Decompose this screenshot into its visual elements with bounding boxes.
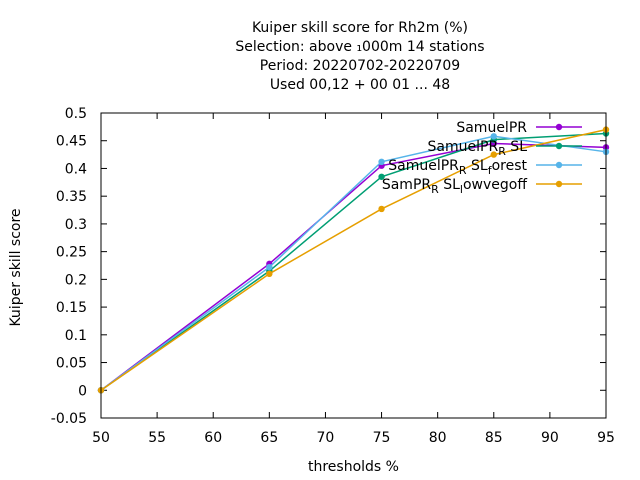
series-line bbox=[100, 135, 607, 391]
x-axis-ticks: 50 55 60 65 70 75 80 85 90 95 bbox=[92, 113, 615, 446]
y-tick-label: -0.05 bbox=[51, 411, 87, 427]
x-tick-label: 60 bbox=[204, 430, 222, 446]
legend-swatch-point bbox=[555, 123, 563, 131]
legend-label: SamPRR SLlowvegoff bbox=[382, 177, 528, 196]
series-line bbox=[100, 128, 607, 391]
x-tick-label: 55 bbox=[148, 430, 166, 446]
y-tick-label: 0.05 bbox=[56, 356, 87, 372]
data-point bbox=[266, 263, 273, 271]
y-tick-label: 0.45 bbox=[56, 134, 87, 150]
y-tick-label: 0.5 bbox=[65, 106, 87, 122]
legend-label: SamuelPRR SLforest bbox=[388, 158, 527, 177]
y-tick-label: 0.25 bbox=[56, 245, 87, 261]
title-line: Period: 20220702-20220709 bbox=[260, 58, 460, 74]
y-tick-label: 0.3 bbox=[65, 217, 87, 233]
x-tick-label: 75 bbox=[373, 430, 391, 446]
y-tick-label: 0.35 bbox=[56, 189, 87, 205]
legend-label: SamuelPR bbox=[456, 120, 527, 136]
x-tick-label: 50 bbox=[92, 430, 110, 446]
data-point bbox=[490, 151, 497, 158]
x-tick-label: 95 bbox=[597, 430, 615, 446]
chart-title: Kuiper skill score for Rh2m (%) Selection… bbox=[235, 20, 484, 93]
data-point bbox=[378, 158, 385, 165]
legend-label: SamuelPRR SL bbox=[428, 139, 528, 158]
y-tick-label: 0.15 bbox=[56, 300, 87, 316]
y-tick-label: 0.1 bbox=[65, 328, 87, 344]
plot-frame bbox=[100, 112, 607, 419]
x-axis-label: thresholds % bbox=[308, 459, 399, 475]
data-point bbox=[490, 133, 497, 140]
y-tick-label: 0.2 bbox=[65, 272, 87, 288]
y-axis-label: Kuiper skill score bbox=[8, 208, 24, 326]
x-tick-label: 90 bbox=[541, 430, 559, 446]
legend-swatch-point bbox=[555, 161, 563, 169]
x-tick-label: 65 bbox=[260, 430, 278, 446]
y-tick-label: 0.4 bbox=[65, 161, 87, 177]
y-axis-ticks: -0.05 0 0.05 0.1 0.15 0.2 0.25 0.3 0.35 0.4 0.45 0.… bbox=[51, 106, 606, 427]
x-tick-label: 70 bbox=[317, 430, 335, 446]
title-line: Kuiper skill score for Rh2m (%) bbox=[252, 20, 468, 36]
series-line bbox=[100, 142, 607, 391]
legend-swatch-point bbox=[555, 180, 563, 188]
data-point bbox=[378, 205, 385, 213]
x-tick-label: 85 bbox=[485, 430, 503, 446]
title-line: Used 00,12 + 00 01 ... 48 bbox=[270, 77, 450, 93]
series-line bbox=[100, 132, 607, 391]
data-point bbox=[266, 270, 273, 278]
legend-swatch-point bbox=[555, 142, 563, 150]
y-tick-label: 0 bbox=[78, 383, 87, 399]
title-line: Selection: above ₁000m 14 stations bbox=[235, 39, 484, 55]
data-point bbox=[378, 173, 385, 180]
x-tick-label: 80 bbox=[429, 430, 447, 446]
series-lines bbox=[97, 126, 610, 394]
